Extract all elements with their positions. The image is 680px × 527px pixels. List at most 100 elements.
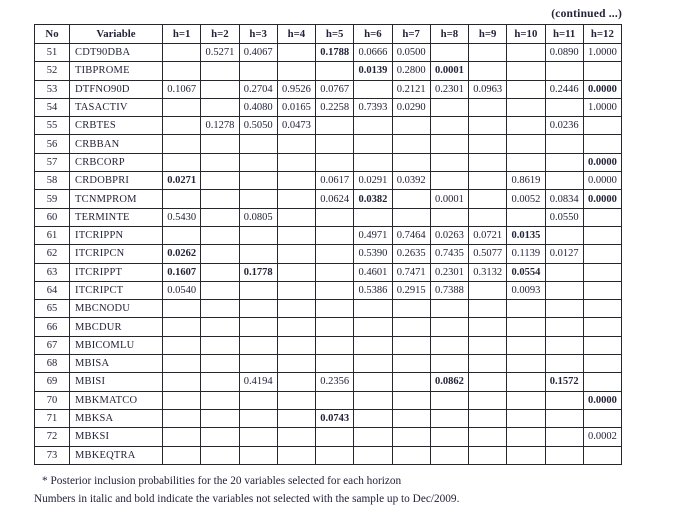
probability-cell <box>353 207 393 227</box>
probability-cell <box>238 134 278 154</box>
probability-cell <box>276 445 317 465</box>
probability-cell <box>238 189 278 209</box>
probability-cell <box>544 390 584 410</box>
probability-cell <box>467 61 508 81</box>
probability-cell <box>276 225 317 246</box>
probability-cell <box>276 262 317 282</box>
table-row: 58 CRDOBPRI 0.0271 0.0617 0.0291 0.0392 0.8619… <box>34 171 623 191</box>
column-header: h=11 <box>544 24 584 44</box>
probability-cell <box>276 171 317 191</box>
probability-cell <box>506 354 546 374</box>
variable-name: MBKSI <box>69 427 163 447</box>
probability-cell <box>467 335 508 356</box>
probability-cell <box>506 317 546 337</box>
probability-cell <box>544 445 584 465</box>
probability-cell <box>467 171 508 191</box>
probability-cell: 0.0000 <box>582 171 623 191</box>
table-row: 68 MBISA <box>34 354 623 374</box>
probability-cell <box>353 317 393 337</box>
probability-cell: 0.3132 <box>467 262 508 282</box>
probability-cell <box>238 354 278 374</box>
table-row: 71 MBKSA 0.0743 <box>34 408 623 429</box>
variable-name: CRDOBPRI <box>69 171 163 191</box>
probability-cell: 0.5390 <box>353 244 393 264</box>
probability-cell <box>429 408 470 429</box>
probability-cell <box>391 335 431 356</box>
probability-cell <box>276 427 317 447</box>
probability-cell <box>429 445 470 465</box>
probability-cell <box>314 116 355 136</box>
probability-cell <box>506 79 546 99</box>
table-row: 59 TCNMPROM 0.0624 0.0382 0.0001 0.0052 0.0834… <box>34 189 623 209</box>
probability-cell <box>582 354 623 374</box>
table-header-row: No Variable h=1 h=2 h=3 h=4 h=5 h=6 h=7 h=8 h=9 h=1… <box>34 24 623 44</box>
variable-name: MBISA <box>69 354 163 374</box>
probability-cell <box>200 225 240 246</box>
probability-cell <box>238 408 278 429</box>
probability-cell: 0.0263 <box>429 225 470 246</box>
probability-cell <box>314 61 355 81</box>
probability-cell <box>238 225 278 246</box>
probability-cell <box>314 299 355 319</box>
probability-cell: 0.2258 <box>314 97 355 118</box>
probability-cell <box>200 317 240 337</box>
probability-cell <box>506 390 546 410</box>
probability-cell: 0.0540 <box>161 280 202 301</box>
probability-cell <box>391 189 431 209</box>
probability-cell <box>276 207 317 227</box>
probability-cell: 0.0262 <box>161 244 202 264</box>
probability-cell <box>544 152 584 173</box>
variable-name: MBICOMLU <box>69 335 163 356</box>
probability-cell <box>353 390 393 410</box>
probability-cell <box>353 79 393 99</box>
probability-cell <box>161 299 202 319</box>
probability-cell <box>314 134 355 154</box>
table-row: 62 ITCRIPCN 0.0262 0.5390 0.2635 0.7435 0.5077… <box>34 244 623 264</box>
probability-cell <box>161 189 202 209</box>
probability-cell: 0.4080 <box>238 97 278 118</box>
probability-cell <box>429 299 470 319</box>
probability-cell <box>200 171 240 191</box>
table-row: 53 DTFNO90D 0.1067 0.2704 0.9526 0.0767 0.2121… <box>34 79 623 99</box>
probability-cell <box>544 225 584 246</box>
probability-cell: 0.4067 <box>238 42 278 63</box>
probability-cell: 0.2121 <box>391 79 431 99</box>
table-row: 51 CDT90DBA 0.5271 0.4067 0.1788 0.0666 0.0500… <box>34 42 623 63</box>
probability-cell <box>314 427 355 447</box>
column-header: h=1 <box>161 24 202 44</box>
probability-cell: 0.2301 <box>429 79 470 99</box>
probability-cell <box>467 408 508 429</box>
probability-cell <box>314 152 355 173</box>
probability-cell <box>467 390 508 410</box>
probability-cell: 0.5271 <box>200 42 240 63</box>
probability-cell: 0.0290 <box>391 97 431 118</box>
row-number: 65 <box>34 299 70 319</box>
probability-cell: 0.7464 <box>391 225 431 246</box>
probability-cell <box>429 390 470 410</box>
probability-cell: 0.0743 <box>314 408 355 429</box>
probability-cell <box>506 335 546 356</box>
column-header: h=9 <box>467 24 508 44</box>
probability-cell: 0.0000 <box>582 152 623 173</box>
probability-cell: 0.0721 <box>467 225 508 246</box>
probability-cell <box>506 207 546 227</box>
probability-cell <box>161 97 202 118</box>
probability-cell <box>429 335 470 356</box>
probability-cell <box>391 317 431 337</box>
probability-cell <box>238 244 278 264</box>
probability-cell <box>467 299 508 319</box>
probability-cell <box>200 408 240 429</box>
row-number: 56 <box>34 134 70 154</box>
probability-cell: 0.7435 <box>429 244 470 264</box>
variable-name: TASACTIV <box>69 97 163 118</box>
probability-cell <box>276 390 317 410</box>
probability-cell: 0.0001 <box>429 189 470 209</box>
column-header: h=3 <box>238 24 278 44</box>
probability-cell <box>200 445 240 465</box>
probability-cell <box>391 372 431 392</box>
row-number: 71 <box>34 408 70 429</box>
probability-cell: 0.0617 <box>314 171 355 191</box>
probability-cell <box>276 280 317 301</box>
probability-cell <box>544 408 584 429</box>
